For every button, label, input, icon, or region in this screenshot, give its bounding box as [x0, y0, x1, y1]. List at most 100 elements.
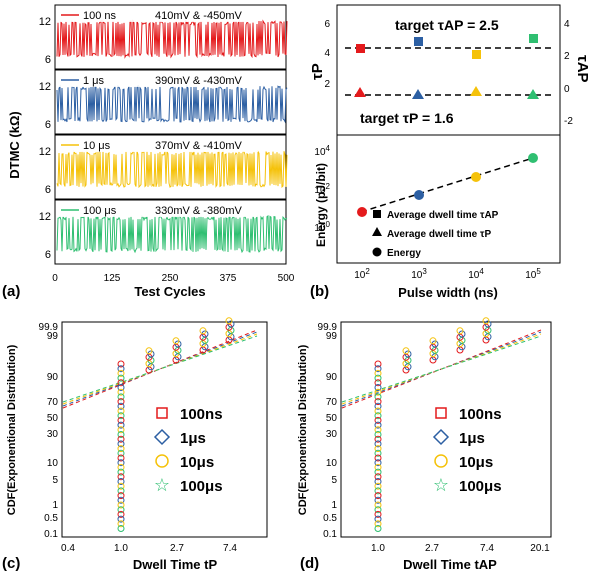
d-xtick: 1.0 [371, 543, 385, 554]
d-ytick: 99.9 [318, 322, 338, 333]
c-legend-label: 10μs [180, 454, 214, 471]
c-ytick: 1 [52, 500, 58, 511]
b-left-tick: 2 [324, 79, 330, 90]
d-cdf-point [374, 520, 382, 528]
c-ytick: 70 [47, 397, 59, 408]
panel-a-x-tick-labels: 0 125 250 375 500 [52, 273, 295, 284]
c-cdf-point [117, 398, 125, 406]
panel-a: 100 ns 410mV & -450mV 12 6 1 μs 390mV & -430m… [2, 4, 295, 300]
b-right-tick: 4 [564, 19, 570, 30]
a-legend-bg [58, 203, 258, 217]
c-xtick: 1.0 [114, 543, 128, 554]
c-ytick: 99 [47, 331, 59, 342]
c-ytick: 0.5 [44, 513, 58, 524]
c-cdf-point [117, 407, 125, 415]
a-subplot: 100 μs 330mV & -380mV 12 6 [39, 199, 288, 265]
d-ytick: 50 [326, 413, 338, 424]
c-legend-marker [153, 428, 171, 446]
c-fit-line [62, 329, 258, 409]
d-cdf-point [374, 468, 382, 476]
b-left-tick: 4 [324, 48, 330, 59]
legend-circle [372, 247, 382, 257]
c-cdf-point [199, 327, 207, 335]
a-series-name: 100 μs [83, 205, 117, 217]
c-ytick: 30 [47, 429, 59, 440]
c-cdf-point [117, 510, 125, 518]
d-legend-marker [432, 428, 450, 446]
a-xtick: 500 [278, 273, 295, 284]
panel-b: target τAP = 2.5 target τP = 1.6 6 4 2 4… [309, 4, 591, 300]
c-cdf-point [117, 487, 125, 495]
c-cdf-point [117, 416, 125, 424]
d-cdf-point [374, 487, 382, 495]
energy-fit-line [360, 157, 534, 213]
tau-p-marker-100us [527, 89, 539, 99]
d-cdf-point [374, 492, 382, 500]
c-ytick: 90 [47, 372, 59, 383]
d-ytick: 70 [326, 397, 338, 408]
c-cdf-point [117, 501, 125, 509]
d-ytick: 30 [326, 429, 338, 440]
a-legend-bg [58, 8, 258, 22]
d-cdf-point [374, 412, 382, 420]
c-legend-marker [155, 454, 169, 468]
b-xtick: 105 [525, 267, 541, 281]
a-series-name: 10 μs [83, 140, 111, 152]
c-legend-marker [156, 407, 168, 419]
d-legend-label: 1μs [459, 430, 485, 447]
c-cdf-point [117, 445, 125, 453]
c-cdf-point [117, 369, 125, 377]
energy-point-100ns [357, 207, 367, 217]
tau-p-marker-100ns [354, 87, 366, 97]
d-cdf-point [374, 510, 382, 518]
a-legend-bg [58, 73, 258, 87]
d-legend-marker: ☆ [433, 475, 449, 495]
d-cdf-point [374, 506, 382, 514]
c-fit-line [62, 333, 258, 405]
d-cdf-point [456, 327, 464, 335]
c-cdf-point [117, 454, 125, 462]
d-cdf-point [374, 449, 382, 457]
d-cdf-point [402, 347, 410, 355]
a-subplot-frame [54, 4, 287, 70]
target-p-text: target τP = 1.6 [360, 110, 454, 126]
a-trace [56, 214, 288, 254]
c-ytick: 99.9 [39, 322, 59, 333]
d-cdf-point [374, 388, 382, 396]
c-cdf-point [117, 374, 125, 382]
a-xlabel: Test Cycles [134, 284, 205, 299]
a-series-voltage: 390mV & -430mV [155, 75, 242, 87]
d-cdf-point [374, 454, 382, 462]
a-trace [56, 149, 288, 189]
c-cdf-point [117, 515, 125, 523]
c-cdf-point [117, 435, 125, 443]
d-cdf-point [374, 369, 382, 377]
a-subplot: 1 μs 390mV & -430mV 12 6 [39, 69, 288, 135]
d-legend-label: 10μs [459, 454, 493, 471]
tau-ap-marker-10us [472, 50, 481, 59]
b-right-tick: 2 [564, 51, 570, 62]
energy-point-1us [414, 190, 424, 200]
d-legend-label: 100ns [459, 406, 502, 423]
c-cdf-point [117, 473, 125, 481]
a-ylabel: DTMC (kΩ) [7, 111, 22, 178]
d-ytick: 5 [331, 475, 337, 486]
d-cdf-point [374, 478, 382, 485]
a-ytick: 12 [39, 81, 51, 93]
legend-triangle [372, 227, 382, 236]
a-series-voltage: 370mV & -410mV [155, 140, 242, 152]
energy-point-100us [528, 153, 538, 163]
c-xtick: 7.4 [223, 543, 237, 554]
c-cdf-point [117, 360, 125, 368]
a-ytick: 12 [39, 211, 51, 223]
b-bottom-frame [336, 134, 561, 264]
tau-ap-marker-100us [529, 34, 538, 43]
d-cdf-point [374, 431, 382, 438]
d-cdf-point [374, 440, 382, 448]
b-top-right-ylabel: τAP [574, 55, 591, 83]
d-ytick: 10 [326, 458, 338, 469]
a-series-name: 1 μs [83, 75, 105, 87]
a-ytick: 12 [39, 146, 51, 158]
a-xtick: 375 [220, 273, 237, 284]
panel-a-label: (a) [2, 283, 20, 300]
